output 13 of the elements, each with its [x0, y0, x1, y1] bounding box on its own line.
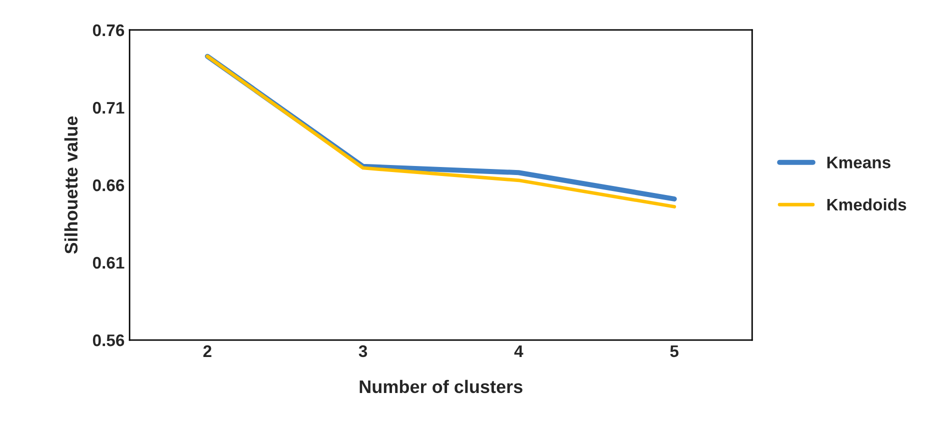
y-axis-title: Silhouette value: [64, 116, 78, 254]
y-tick-label: 0.71: [92, 102, 124, 114]
y-tick-label: 0.66: [92, 179, 124, 192]
y-tick-label: 0.76: [92, 24, 124, 36]
x-tick-label: 4: [514, 345, 524, 357]
x-tick-label: 3: [358, 345, 368, 358]
legend-label: Kmedoids: [827, 198, 906, 211]
legend-label: Kmeans: [827, 156, 890, 168]
x-tick-label: 2: [203, 345, 212, 357]
y-tick-label: 0.61: [92, 256, 124, 269]
y-tick-label: 0.56: [92, 334, 124, 346]
x-tick-label: 5: [670, 345, 678, 358]
x-axis-title: Number of clusters: [360, 380, 522, 394]
